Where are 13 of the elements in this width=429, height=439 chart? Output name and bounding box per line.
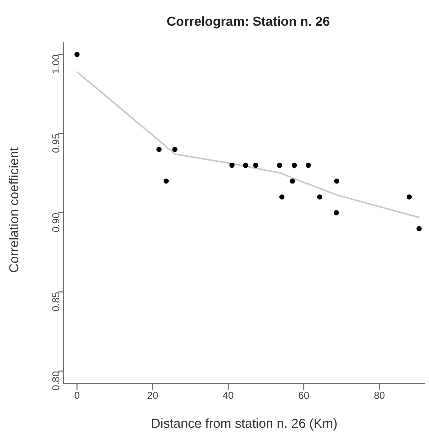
- y-tick-label: 0.80: [52, 370, 63, 391]
- chart-title: Correlogram: Station n. 26: [166, 14, 332, 29]
- y-axis-title: Correlation coefficient: [6, 147, 22, 273]
- x-tick-label: 0: [74, 391, 80, 402]
- x-tick-label: 40: [222, 391, 234, 402]
- y-tick-label: 1.00: [52, 54, 63, 74]
- y-tick-label: 0.85: [52, 292, 63, 312]
- y-tick-label: 0.90: [52, 212, 63, 232]
- y-tick-label: 0.95: [52, 133, 63, 154]
- x-tick-label: 20: [147, 391, 159, 402]
- x-axis-title: Distance from station n. 26 (Km): [151, 416, 338, 431]
- x-tick-label: 80: [374, 391, 386, 402]
- x-tick-label: 60: [298, 391, 310, 402]
